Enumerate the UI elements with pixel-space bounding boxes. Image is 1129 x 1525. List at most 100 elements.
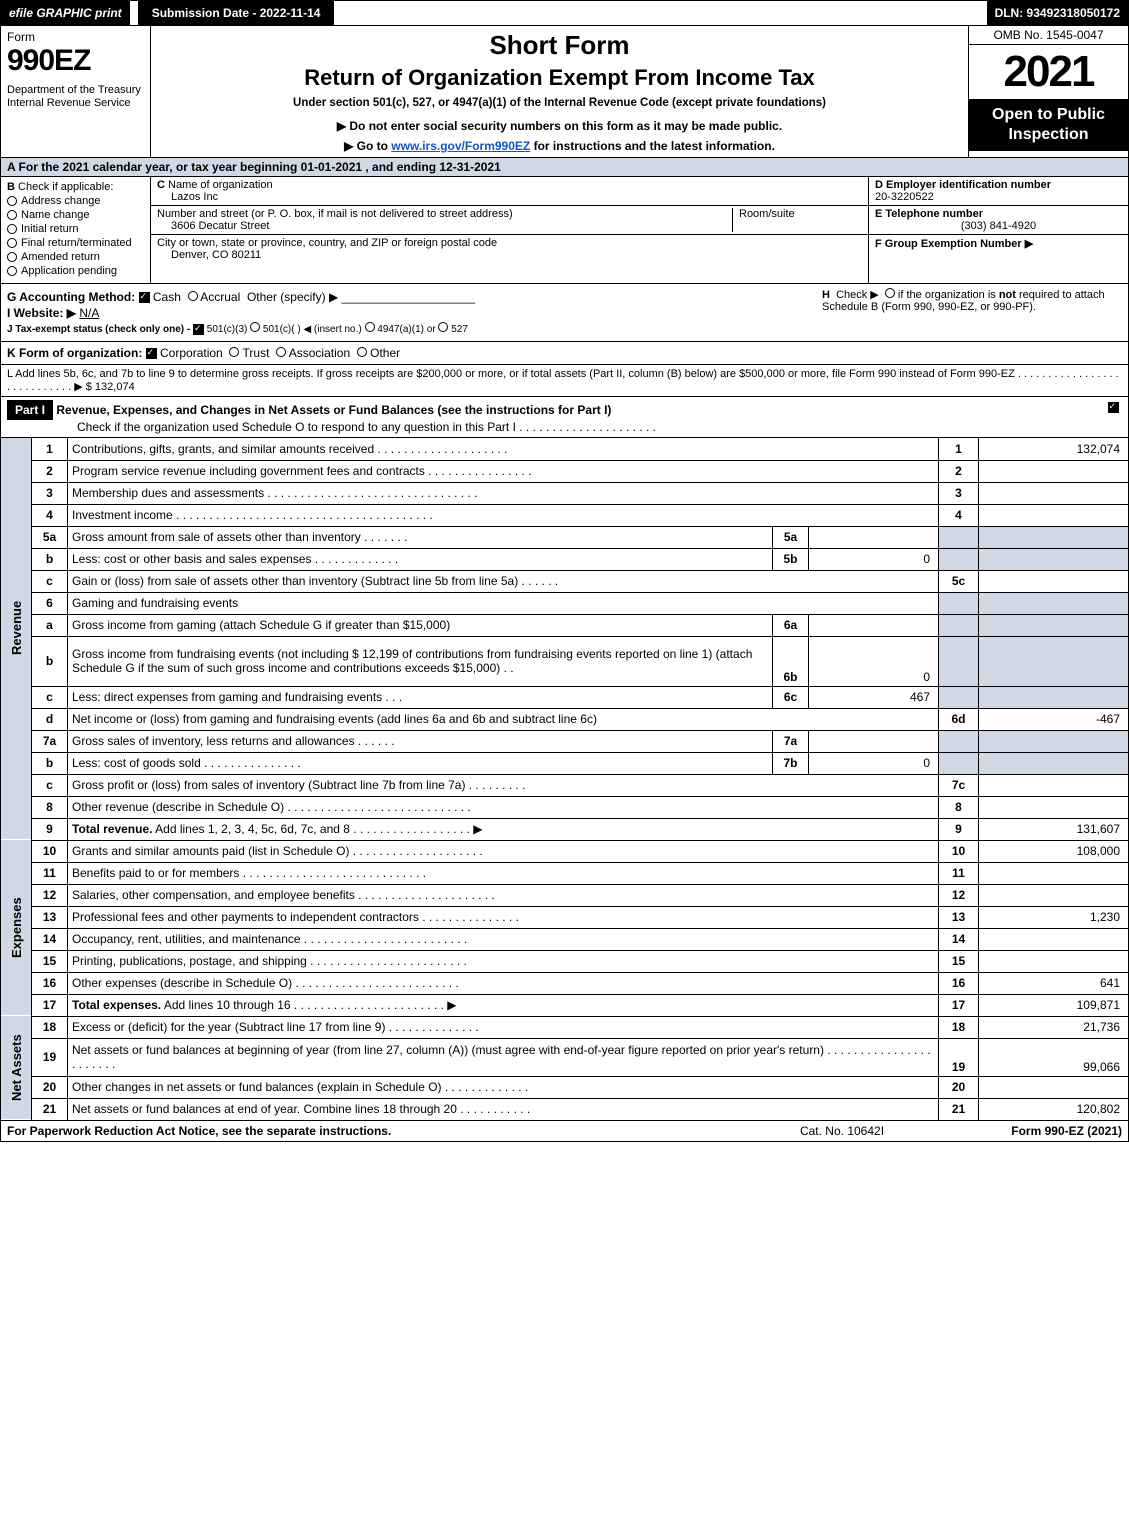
form-title: Return of Organization Exempt From Incom…	[161, 65, 958, 91]
b-sub: Check if applicable:	[18, 181, 113, 193]
check-501c[interactable]	[250, 322, 260, 332]
row-7c: c Gross profit or (loss) from sales of i…	[1, 774, 1129, 796]
header: Form 990EZ Department of the Treasury In…	[0, 26, 1129, 158]
check-other-org[interactable]	[357, 347, 367, 357]
line-k: K Form of organization: Corporation Trus…	[0, 342, 1129, 365]
submission-date: Submission Date - 2022-11-14	[138, 1, 335, 25]
line-i: I Website: ▶ N/A	[7, 306, 822, 320]
check-final-return[interactable]: Final return/terminated	[7, 237, 144, 249]
info-block: B Check if applicable: Address change Na…	[0, 177, 1129, 284]
row-7a: 7a Gross sales of inventory, less return…	[1, 730, 1129, 752]
row-17: 17 Total expenses. Add lines 10 through …	[1, 994, 1129, 1016]
form-number: 990EZ	[7, 44, 144, 78]
check-cash[interactable]	[139, 292, 150, 303]
e-label: E Telephone number	[875, 208, 983, 220]
irs-link[interactable]: www.irs.gov/Form990EZ	[391, 139, 530, 153]
footer-mid: Cat. No. 10642I	[742, 1124, 942, 1138]
c-sub: Name of organization	[168, 179, 273, 191]
check-4947[interactable]	[365, 322, 375, 332]
tax-year: 2021	[969, 45, 1128, 99]
row-10: Expenses 10 Grants and similar amounts p…	[1, 840, 1129, 862]
row-5a: 5a Gross amount from sale of assets othe…	[1, 526, 1129, 548]
check-h[interactable]	[885, 288, 895, 298]
check-address-change[interactable]: Address change	[7, 195, 144, 207]
row-6c: c Less: direct expenses from gaming and …	[1, 686, 1129, 708]
note2-pre: ▶ Go to	[344, 139, 391, 153]
row-3: 3 Membership dues and assessments . . . …	[1, 482, 1129, 504]
check-association[interactable]	[276, 347, 286, 357]
check-application-pending[interactable]: Application pending	[7, 265, 144, 277]
form-word: Form	[7, 30, 144, 44]
row-6d: d Net income or (loss) from gaming and f…	[1, 708, 1129, 730]
row-13: 13 Professional fees and other payments …	[1, 906, 1129, 928]
footer: For Paperwork Reduction Act Notice, see …	[0, 1121, 1129, 1142]
check-trust[interactable]	[229, 347, 239, 357]
side-netassets: Net Assets	[1, 1016, 32, 1120]
line-j: J Tax-exempt status (check only one) - 5…	[7, 322, 822, 335]
addr-label: Number and street (or P. O. box, if mail…	[157, 208, 513, 220]
addr-value: 3606 Decatur Street	[171, 220, 269, 232]
row-8-9: 8 Other revenue (describe in Schedule O)…	[1, 796, 1129, 818]
row-16: 16 Other expenses (describe in Schedule …	[1, 972, 1129, 994]
col-b: B Check if applicable: Address change Na…	[1, 177, 151, 283]
b-label: B	[7, 181, 15, 193]
check-527[interactable]	[438, 322, 448, 332]
footer-left: For Paperwork Reduction Act Notice, see …	[7, 1124, 742, 1138]
line-h: H Check ▶ if the organization is not req…	[822, 288, 1122, 337]
form-subtitle: Under section 501(c), 527, or 4947(a)(1)…	[161, 97, 958, 109]
part1-title: Revenue, Expenses, and Changes in Net As…	[56, 403, 611, 417]
website-value: N/A	[79, 306, 99, 320]
row-a: A For the 2021 calendar year, or tax yea…	[0, 158, 1129, 177]
efile-label: efile GRAPHIC print	[1, 1, 130, 25]
row-4: 4 Investment income . . . . . . . . . . …	[1, 504, 1129, 526]
row-7b: b Less: cost of goods sold . . . . . . .…	[1, 752, 1129, 774]
part1-check-line: Check if the organization used Schedule …	[77, 420, 656, 434]
f-label: F Group Exemption Number ▶	[875, 238, 1033, 250]
header-left: Form 990EZ Department of the Treasury In…	[1, 26, 151, 157]
main-table: Revenue 1 Contributions, gifts, grants, …	[0, 438, 1129, 1121]
row-21: 21 Net assets or fund balances at end of…	[1, 1098, 1129, 1120]
row-11: 11 Benefits paid to or for members . . .…	[1, 862, 1129, 884]
check-initial-return[interactable]: Initial return	[7, 223, 144, 235]
col-c: C Name of organization Lazos Inc Number …	[151, 177, 868, 283]
org-name: Lazos Inc	[171, 191, 218, 203]
check-corporation[interactable]	[146, 348, 157, 359]
side-revenue: Revenue	[1, 438, 32, 818]
col-d: D Employer identification number 20-3220…	[868, 177, 1128, 283]
line-g: G Accounting Method: Cash Accrual Other …	[7, 290, 822, 304]
note-goto: ▶ Go to www.irs.gov/Form990EZ for instru…	[161, 139, 958, 153]
d-label: D Employer identification number	[875, 179, 1051, 191]
row-2: 2 Program service revenue including gove…	[1, 460, 1129, 482]
row-19: 19 Net assets or fund balances at beginn…	[1, 1038, 1129, 1076]
part1-label: Part I	[7, 400, 53, 420]
open-to-public: Open to Public Inspection	[969, 99, 1128, 151]
note-ssn: ▶ Do not enter social security numbers o…	[161, 119, 958, 133]
row-20: 20 Other changes in net assets or fund b…	[1, 1076, 1129, 1098]
omb-number: OMB No. 1545-0047	[969, 26, 1128, 45]
c-label: C	[157, 179, 165, 191]
top-bar: efile GRAPHIC print Submission Date - 20…	[0, 0, 1129, 26]
row-9: 9 Total revenue. Add lines 1, 2, 3, 4, 5…	[1, 818, 1129, 840]
note2-post: for instructions and the latest informat…	[530, 139, 775, 153]
check-amended-return[interactable]: Amended return	[7, 251, 144, 263]
row-6b: b Gross income from fundraising events (…	[1, 636, 1129, 686]
city-value: Denver, CO 80211	[171, 249, 261, 261]
part1-schedule-o-check[interactable]	[1108, 402, 1119, 413]
meta-block: G Accounting Method: Cash Accrual Other …	[0, 284, 1129, 342]
row-18: Net Assets 18 Excess or (deficit) for th…	[1, 1016, 1129, 1038]
part1-header: Part I Revenue, Expenses, and Changes in…	[0, 397, 1129, 438]
side-expenses: Expenses	[1, 840, 32, 1016]
room-label: Room/suite	[739, 208, 795, 220]
row-12: 12 Salaries, other compensation, and emp…	[1, 884, 1129, 906]
header-right: OMB No. 1545-0047 2021 Open to Public In…	[968, 26, 1128, 157]
row-14: 14 Occupancy, rent, utilities, and maint…	[1, 928, 1129, 950]
header-center: Short Form Return of Organization Exempt…	[151, 26, 968, 157]
row-1: Revenue 1 Contributions, gifts, grants, …	[1, 438, 1129, 460]
row-5b: b Less: cost or other basis and sales ex…	[1, 548, 1129, 570]
check-name-change[interactable]: Name change	[7, 209, 144, 221]
row-6: 6 Gaming and fundraising events	[1, 592, 1129, 614]
ein-value: 20-3220522	[875, 191, 934, 203]
check-accrual[interactable]	[188, 291, 198, 301]
dln-label: DLN: 93492318050172	[987, 1, 1128, 25]
check-501c3[interactable]	[193, 324, 204, 335]
